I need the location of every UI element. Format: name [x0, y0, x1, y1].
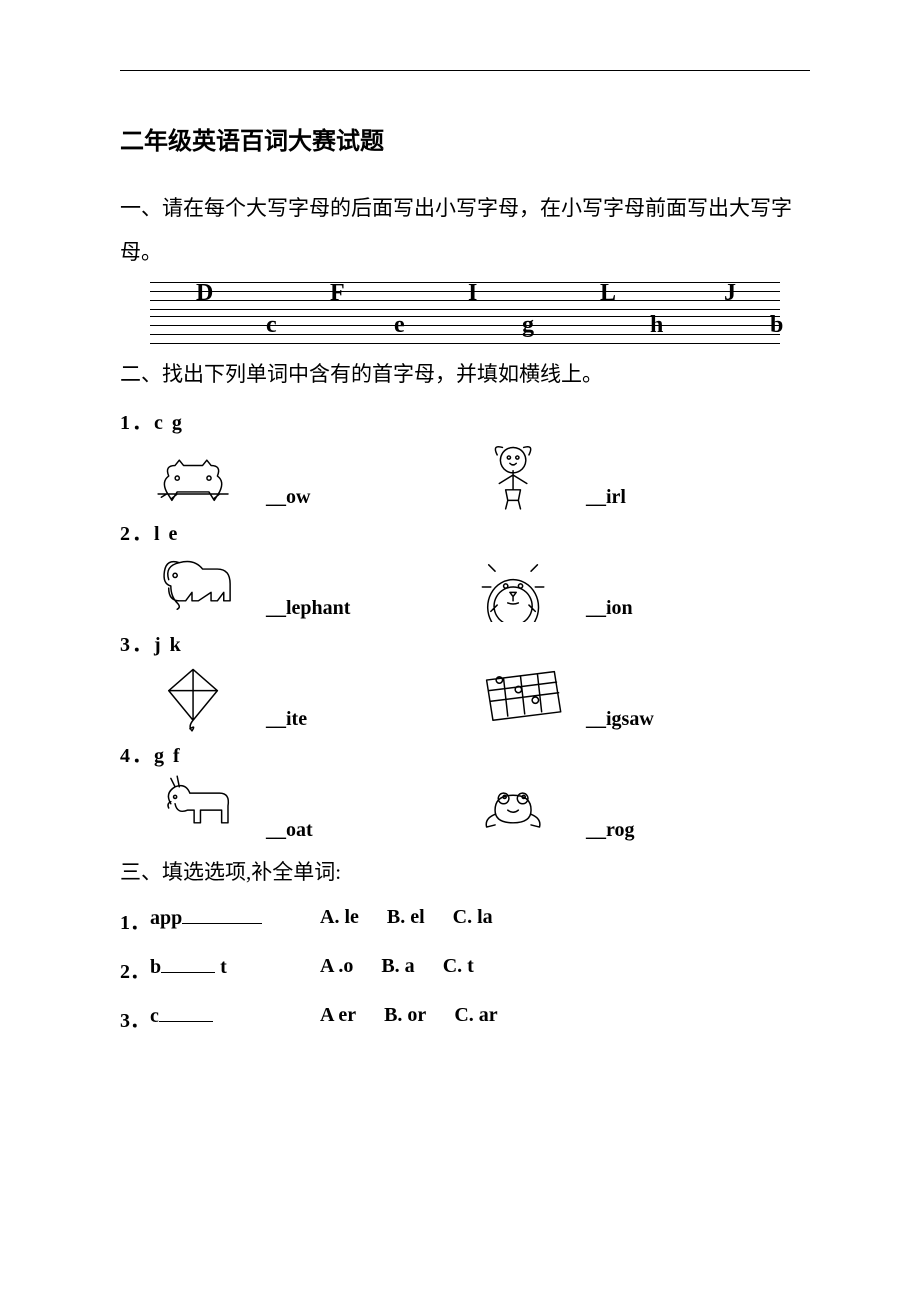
picture-row: __ow __irl — [120, 439, 810, 511]
mc-stem: c — [150, 1004, 320, 1033]
word-blank[interactable]: __ite — [266, 708, 307, 731]
mc-number: 3． — [120, 1004, 150, 1033]
top-horizontal-rule — [120, 70, 810, 71]
girl-illustration — [476, 439, 565, 511]
picture-box — [150, 550, 250, 622]
word-blank[interactable]: __irl — [586, 486, 626, 509]
picture-box — [150, 661, 250, 733]
lowercase-letter: b — [770, 312, 783, 339]
section3-heading: 三、填选选项,补全单词: — [120, 856, 810, 886]
mc-option[interactable]: B. or — [384, 1004, 426, 1033]
word-blank[interactable]: __ion — [586, 597, 633, 620]
goat-illustration — [156, 772, 245, 844]
picture-box — [470, 439, 570, 511]
mc-option[interactable]: C. t — [443, 955, 474, 984]
uppercase-letter: F — [330, 280, 345, 307]
kite-illustration — [156, 661, 245, 733]
picture-box — [470, 550, 570, 622]
picture-box — [150, 439, 250, 511]
mc-option[interactable]: C. ar — [454, 1004, 497, 1033]
uppercase-letter: L — [600, 280, 616, 307]
cow-illustration — [156, 439, 245, 511]
question-number: 2．l e — [120, 517, 810, 546]
mc-option[interactable]: A er — [320, 1004, 356, 1033]
lion-illustration — [476, 550, 565, 622]
picture-box — [470, 661, 570, 733]
lowercase-letter: g — [522, 312, 534, 339]
picture-row: __oat __rog — [120, 772, 810, 844]
section2-heading: 二、找出下列单词中含有的首字母，并填如横线上。 — [120, 358, 810, 388]
word-blank[interactable]: __rog — [586, 819, 635, 842]
question-number: 4．g f — [120, 739, 810, 768]
fill-blank[interactable] — [159, 1004, 213, 1022]
picture-row: __ite __igsaw — [120, 661, 810, 733]
picture-row: __lephant __ion — [120, 550, 810, 622]
mc-option[interactable]: C. la — [453, 906, 493, 935]
picture-box — [150, 772, 250, 844]
elephant-illustration — [156, 550, 245, 622]
word-blank[interactable]: __oat — [266, 819, 313, 842]
uppercase-letter: D — [196, 280, 213, 307]
picture-box — [470, 772, 570, 844]
lowercase-letter: h — [650, 312, 663, 339]
four-line-row-upper: DFILJ — [150, 282, 780, 310]
question-number: 3．j k — [120, 628, 810, 657]
lowercase-letter: c — [266, 312, 277, 339]
frog-illustration — [476, 772, 565, 844]
four-line-row-lower: ceghb — [150, 316, 780, 344]
section1-instruction: 一、请在每个大写字母的后面写出小写字母，在小写字母前面写出大写字母。 — [120, 186, 810, 274]
fill-blank[interactable] — [182, 906, 262, 924]
four-line-grid: DFILJ ceghb — [150, 282, 780, 344]
page-title: 二年级英语百词大赛试题 — [120, 121, 810, 156]
mc-question-row: 3． c A er B. or C. ar — [120, 1004, 810, 1033]
mc-number: 1． — [120, 906, 150, 935]
mc-option[interactable]: A .o — [320, 955, 353, 984]
uppercase-letter: J — [724, 280, 736, 307]
mc-stem: app — [150, 906, 320, 935]
mc-option[interactable]: A. le — [320, 906, 359, 935]
word-blank[interactable]: __lephant — [266, 597, 350, 620]
word-blank[interactable]: __igsaw — [586, 708, 654, 731]
mc-number: 2． — [120, 955, 150, 984]
lowercase-letter: e — [394, 312, 405, 339]
mc-stem: b t — [150, 955, 320, 984]
fill-blank[interactable] — [161, 955, 215, 973]
mc-option[interactable]: B. el — [387, 906, 425, 935]
mc-option[interactable]: B. a — [381, 955, 414, 984]
jigsaw-illustration — [476, 661, 565, 733]
mc-question-row: 1． app A. le B. el C. la — [120, 906, 810, 935]
question-number: 1．c g — [120, 406, 810, 435]
mc-question-row: 2． b t A .o B. a C. t — [120, 955, 810, 984]
uppercase-letter: I — [468, 280, 477, 307]
word-blank[interactable]: __ow — [266, 486, 310, 509]
